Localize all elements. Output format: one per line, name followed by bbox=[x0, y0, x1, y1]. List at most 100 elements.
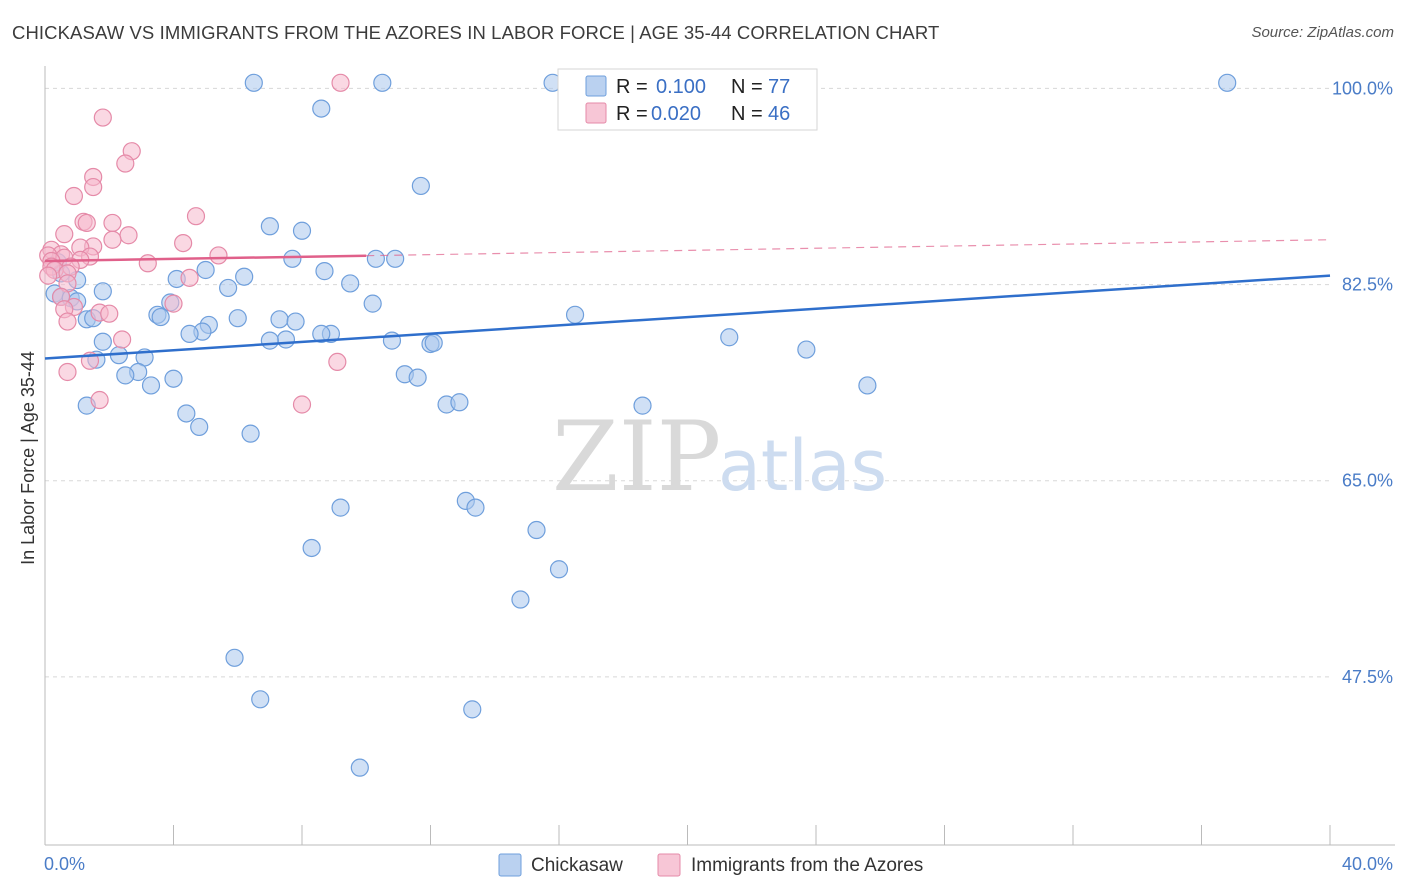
chickasaw-point-75 bbox=[366, 249, 385, 268]
azores-point-1 bbox=[93, 108, 112, 127]
chickasaw-point-48 bbox=[720, 328, 739, 347]
trend-lines bbox=[44, 239, 1331, 360]
chickasaw-point-43 bbox=[93, 332, 112, 351]
tick-labels: 47.5% 65.0% 82.5% 100.0% 0.0% 40.0% bbox=[44, 78, 1393, 874]
chickasaw-point-33 bbox=[286, 312, 305, 331]
series-azores-points bbox=[39, 73, 350, 414]
chickasaw-point-67 bbox=[549, 560, 569, 579]
chickasaw-point-56 bbox=[858, 376, 877, 395]
chickasaw-point-69 bbox=[511, 590, 530, 609]
stats-legend: R = 0.100 N = 77 R = 0.020 N = 46 bbox=[557, 68, 818, 131]
legend-swatch-azores bbox=[585, 102, 607, 124]
series-legend-label-azores: Immigrants from the Azores bbox=[691, 855, 923, 876]
azores-point-44 bbox=[90, 390, 109, 410]
azores-point-14 bbox=[174, 233, 193, 253]
trend-line-chickasaw bbox=[44, 274, 1331, 360]
y-tick-label-2: 82.5% bbox=[1342, 275, 1393, 295]
chickasaw-point-60 bbox=[177, 404, 196, 423]
chickasaw-point-53 bbox=[408, 368, 427, 387]
azores-point-34 bbox=[164, 294, 183, 313]
chickasaw-point-6 bbox=[411, 176, 430, 196]
legend-r-value-2: 0.020 bbox=[651, 103, 701, 125]
azores-point-5 bbox=[84, 177, 103, 197]
chickasaw-point-17 bbox=[386, 249, 405, 268]
chickasaw-point-47 bbox=[565, 305, 585, 324]
chickasaw-point-71 bbox=[251, 690, 270, 709]
series-legend-swatch-chickasaw bbox=[498, 853, 522, 877]
trend-line-azores-dashed bbox=[366, 239, 1331, 257]
chickasaw-point-61 bbox=[190, 417, 209, 437]
chickasaw-point-7 bbox=[260, 217, 279, 236]
chickasaw-point-68 bbox=[302, 538, 321, 558]
source-label: Source: ZipAtlas.com bbox=[1251, 24, 1394, 41]
azores-point-30 bbox=[39, 266, 58, 285]
azores-point-3 bbox=[116, 154, 135, 173]
azores-point-9 bbox=[77, 213, 96, 233]
chickasaw-point-39 bbox=[260, 331, 279, 350]
y-tick-label-3: 100.0% bbox=[1332, 78, 1393, 98]
watermark: ZIP atlas bbox=[552, 401, 887, 513]
legend-n-label-1: N = bbox=[731, 76, 763, 98]
chickasaw-point-38 bbox=[276, 330, 296, 349]
azores-point-11 bbox=[55, 225, 74, 244]
azores-point-25 bbox=[138, 254, 157, 273]
legend-r-value-1: 0.100 bbox=[656, 76, 706, 98]
chickasaw-point-55 bbox=[141, 376, 161, 395]
series-legend-label-chickasaw: Chickasaw bbox=[531, 855, 623, 876]
chickasaw-point-66 bbox=[527, 520, 546, 540]
legend-swatch-chickasaw bbox=[585, 75, 607, 97]
chickasaw-point-20 bbox=[93, 282, 112, 301]
azores-point-43 bbox=[58, 362, 77, 382]
chickasaw-point-65 bbox=[331, 498, 350, 517]
azores-point-7 bbox=[186, 207, 206, 226]
watermark-atlas: atlas bbox=[718, 425, 887, 507]
azores-point-13 bbox=[103, 230, 122, 249]
chickasaw-point-42 bbox=[424, 333, 443, 352]
trend-line-azores-solid bbox=[44, 254, 367, 263]
chickasaw-point-14 bbox=[315, 262, 334, 281]
chickasaw-point-5 bbox=[312, 99, 331, 118]
chickasaw-point-0 bbox=[244, 73, 263, 92]
chickasaw-point-64 bbox=[466, 498, 485, 517]
azores-point-38 bbox=[58, 312, 77, 331]
series-chickasaw-points bbox=[45, 73, 1237, 777]
legend-n-value-2: 46 bbox=[768, 103, 790, 125]
chickasaw-point-54 bbox=[164, 369, 183, 388]
azores-point-12 bbox=[119, 226, 138, 245]
gridlines bbox=[45, 87, 1330, 678]
series-legend-swatch-azores bbox=[657, 853, 681, 877]
azores-point-45 bbox=[292, 395, 312, 414]
chickasaw-point-59 bbox=[633, 396, 652, 415]
legend-n-label-2: N = bbox=[731, 103, 763, 125]
chickasaw-point-1 bbox=[373, 73, 392, 92]
chickasaw-point-51 bbox=[116, 366, 135, 385]
azores-point-21 bbox=[209, 246, 228, 265]
azores-point-40 bbox=[112, 330, 132, 349]
chickasaw-point-28 bbox=[151, 307, 170, 327]
chickasaw-point-16 bbox=[283, 249, 302, 268]
chickasaw-point-4 bbox=[1218, 73, 1237, 92]
chickasaw-point-73 bbox=[350, 758, 369, 777]
x-tick-label-0: 0.0% bbox=[44, 854, 85, 874]
chart-title: CHICKASAW VS IMMIGRANTS FROM THE AZORES … bbox=[12, 22, 940, 43]
chickasaw-point-36 bbox=[180, 324, 199, 343]
azores-point-42 bbox=[328, 352, 347, 372]
legend-n-value-1: 77 bbox=[768, 76, 790, 98]
axes bbox=[44, 66, 1395, 846]
azores-point-6 bbox=[64, 186, 84, 206]
chickasaw-point-30 bbox=[270, 310, 289, 329]
series-legend: Chickasaw Immigrants from the Azores bbox=[498, 853, 923, 877]
azores-point-31 bbox=[180, 268, 199, 287]
chickasaw-point-19 bbox=[219, 278, 238, 298]
chickasaw-point-74 bbox=[312, 324, 331, 343]
chickasaw-point-62 bbox=[241, 424, 260, 443]
y-tick-label-0: 47.5% bbox=[1342, 667, 1393, 687]
y-tick-label-1: 65.0% bbox=[1342, 471, 1393, 491]
chickasaw-point-72 bbox=[463, 700, 482, 719]
chickasaw-point-8 bbox=[292, 221, 312, 240]
azores-point-10 bbox=[103, 213, 122, 233]
legend-r-label-2: R = bbox=[616, 103, 648, 125]
chickasaw-point-76 bbox=[450, 393, 469, 412]
chickasaw-point-26 bbox=[363, 294, 382, 313]
